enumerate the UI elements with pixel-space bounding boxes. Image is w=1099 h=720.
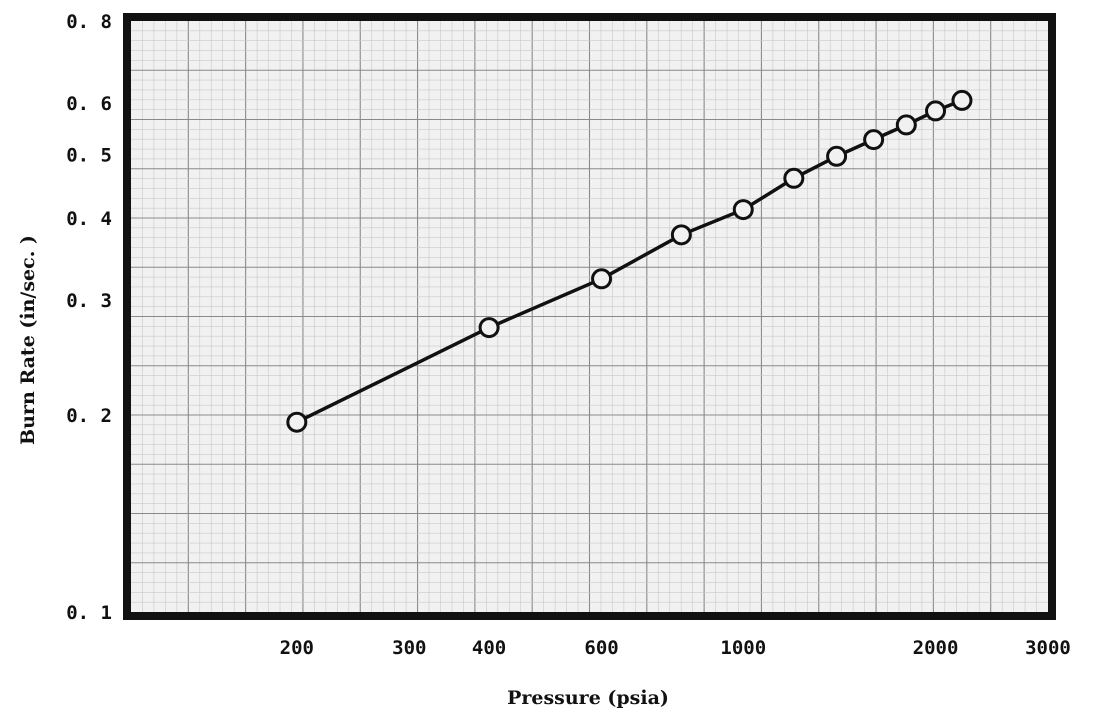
x-tick-label: 1000 — [720, 637, 766, 659]
data-point — [925, 100, 947, 122]
x-axis-title: Pressure (psia) — [507, 687, 669, 709]
y-tick-label: 0. 3 — [66, 290, 112, 312]
data-point — [478, 317, 500, 339]
data-point — [783, 167, 805, 189]
x-tick-label: 2000 — [913, 637, 959, 659]
x-axis-ticks: 200 300 400 600 1000 2000 3000 — [280, 637, 1071, 659]
data-point — [591, 268, 613, 290]
data-point — [951, 89, 973, 111]
data-point — [670, 224, 692, 246]
data-point — [826, 145, 848, 167]
data-point — [732, 199, 754, 221]
y-tick-label: 0. 8 — [66, 11, 112, 33]
y-tick-label: 0. 4 — [66, 208, 112, 230]
y-axis-title: Burn Rate (in/sec. ) — [17, 235, 39, 445]
plot-frame — [123, 13, 1056, 620]
x-tick-label: 200 — [280, 637, 314, 659]
x-tick-label: 400 — [472, 637, 506, 659]
data-point — [895, 114, 917, 136]
x-tick-label: 600 — [584, 637, 618, 659]
y-tick-label: 0. 1 — [66, 602, 112, 624]
x-tick-label: 3000 — [1025, 637, 1071, 659]
y-tick-label: 0. 6 — [66, 93, 112, 115]
y-tick-label: 0. 5 — [66, 145, 112, 167]
x-tick-label: 300 — [392, 637, 426, 659]
data-point — [286, 411, 308, 433]
y-tick-label: 0. 2 — [66, 405, 112, 427]
data-points — [286, 89, 973, 433]
grid — [131, 21, 1048, 612]
data-point — [863, 129, 885, 151]
y-axis-ticks: 0. 1 0. 2 0. 3 0. 4 0. 5 0. 6 0. 8 — [66, 11, 112, 624]
